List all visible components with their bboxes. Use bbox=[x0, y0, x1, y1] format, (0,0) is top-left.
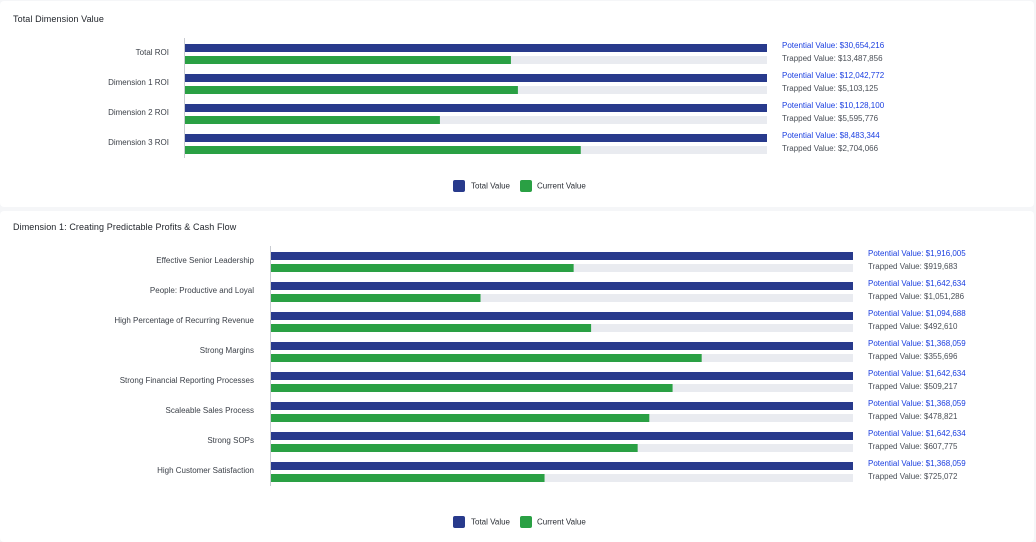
total-value-bar[interactable] bbox=[271, 312, 853, 320]
category-label: Strong SOPs bbox=[207, 436, 254, 445]
trapped-value-label: Trapped Value: $1,051,286 bbox=[868, 292, 965, 301]
total-value-bar[interactable] bbox=[271, 432, 853, 440]
current-value-bar[interactable] bbox=[185, 146, 581, 154]
current-value-bar[interactable] bbox=[185, 116, 440, 124]
legend-label-current[interactable]: Current Value bbox=[537, 518, 586, 527]
trapped-value-label: Trapped Value: $355,696 bbox=[868, 352, 958, 361]
trapped-value-label: Trapped Value: $2,704,066 bbox=[782, 144, 879, 153]
legend-label-total[interactable]: Total Value bbox=[471, 518, 511, 527]
potential-value-label: Potential Value: $1,916,005 bbox=[868, 249, 966, 258]
current-value-bar[interactable] bbox=[271, 354, 702, 362]
legend-swatch-current[interactable] bbox=[520, 180, 532, 192]
chart-legend: Total Value Current Value bbox=[453, 180, 586, 192]
current-value-bar[interactable] bbox=[271, 294, 481, 302]
potential-value-label: Potential Value: $1,642,634 bbox=[868, 369, 966, 378]
trapped-value-label: Trapped Value: $5,103,125 bbox=[782, 84, 879, 93]
legend-swatch-total[interactable] bbox=[453, 180, 465, 192]
current-value-bar[interactable] bbox=[271, 384, 673, 392]
total-value-bar[interactable] bbox=[271, 402, 853, 410]
potential-value-label: Potential Value: $12,042,772 bbox=[782, 71, 885, 80]
total-value-bar[interactable] bbox=[185, 74, 767, 82]
potential-value-label: Potential Value: $10,128,100 bbox=[782, 101, 885, 110]
total-dimension-chart: Total ROI Potential Value: $30,654,216 Tra… bbox=[108, 38, 885, 192]
total-dimension-panel: Total Dimension Value Total ROI Potential… bbox=[0, 1, 1034, 207]
current-value-bar[interactable] bbox=[271, 264, 574, 272]
legend-swatch-total[interactable] bbox=[453, 516, 465, 528]
current-value-bar[interactable] bbox=[185, 56, 511, 64]
dimension-1-chart: Effective Senior Leadership Potential Val… bbox=[114, 246, 966, 528]
category-label: People: Productive and Loyal bbox=[150, 286, 254, 295]
trapped-value-label: Trapped Value: $509,217 bbox=[868, 382, 958, 391]
total-value-bar[interactable] bbox=[271, 282, 853, 290]
trapped-value-label: Trapped Value: $492,610 bbox=[868, 322, 958, 331]
bar-track bbox=[271, 474, 853, 482]
total-value-bar[interactable] bbox=[185, 44, 767, 52]
category-label: High Percentage of Recurring Revenue bbox=[114, 316, 254, 325]
potential-value-label: Potential Value: $1,642,634 bbox=[868, 279, 966, 288]
dimension-1-panel: Dimension 1: Creating Predictable Profit… bbox=[0, 211, 1034, 542]
total-value-bar[interactable] bbox=[271, 342, 853, 350]
trapped-value-label: Trapped Value: $607,775 bbox=[868, 442, 958, 451]
trapped-value-label: Trapped Value: $5,595,776 bbox=[782, 114, 879, 123]
category-label: Dimension 1 ROI bbox=[108, 78, 169, 87]
total-value-bar[interactable] bbox=[185, 104, 767, 112]
panel-title: Dimension 1: Creating Predictable Profit… bbox=[13, 222, 237, 232]
potential-value-label: Potential Value: $1,642,634 bbox=[868, 429, 966, 438]
legend-label-current[interactable]: Current Value bbox=[537, 182, 586, 191]
category-label: High Customer Satisfaction bbox=[157, 466, 254, 475]
potential-value-label: Potential Value: $8,483,344 bbox=[782, 131, 880, 140]
legend-swatch-current[interactable] bbox=[520, 516, 532, 528]
category-label: Dimension 2 ROI bbox=[108, 108, 169, 117]
current-value-bar[interactable] bbox=[271, 414, 650, 422]
category-label: Scaleable Sales Process bbox=[166, 406, 255, 415]
total-value-bar[interactable] bbox=[271, 462, 853, 470]
total-value-bar[interactable] bbox=[185, 134, 767, 142]
trapped-value-label: Trapped Value: $478,821 bbox=[868, 412, 958, 421]
legend-label-total[interactable]: Total Value bbox=[471, 182, 511, 191]
panel-title: Total Dimension Value bbox=[13, 14, 104, 24]
trapped-value-label: Trapped Value: $725,072 bbox=[868, 472, 958, 481]
category-label: Strong Margins bbox=[200, 346, 254, 355]
potential-value-label: Potential Value: $1,368,059 bbox=[868, 399, 966, 408]
category-label: Strong Financial Reporting Processes bbox=[120, 376, 254, 385]
chart-legend: Total Value Current Value bbox=[453, 516, 586, 528]
category-label: Dimension 3 ROI bbox=[108, 138, 169, 147]
current-value-bar[interactable] bbox=[271, 444, 638, 452]
potential-value-label: Potential Value: $1,368,059 bbox=[868, 459, 966, 468]
category-label: Total ROI bbox=[136, 48, 169, 57]
potential-value-label: Potential Value: $1,368,059 bbox=[868, 339, 966, 348]
total-value-bar[interactable] bbox=[271, 252, 853, 260]
current-value-bar[interactable] bbox=[271, 474, 545, 482]
current-value-bar[interactable] bbox=[185, 86, 518, 94]
total-value-bar[interactable] bbox=[271, 372, 853, 380]
current-value-bar[interactable] bbox=[271, 324, 592, 332]
trapped-value-label: Trapped Value: $919,683 bbox=[868, 262, 958, 271]
trapped-value-label: Trapped Value: $13,487,856 bbox=[782, 54, 883, 63]
bar-track bbox=[185, 116, 767, 124]
bar-track bbox=[271, 294, 853, 302]
potential-value-label: Potential Value: $1,094,688 bbox=[868, 309, 966, 318]
potential-value-label: Potential Value: $30,654,216 bbox=[782, 41, 885, 50]
category-label: Effective Senior Leadership bbox=[156, 256, 254, 265]
